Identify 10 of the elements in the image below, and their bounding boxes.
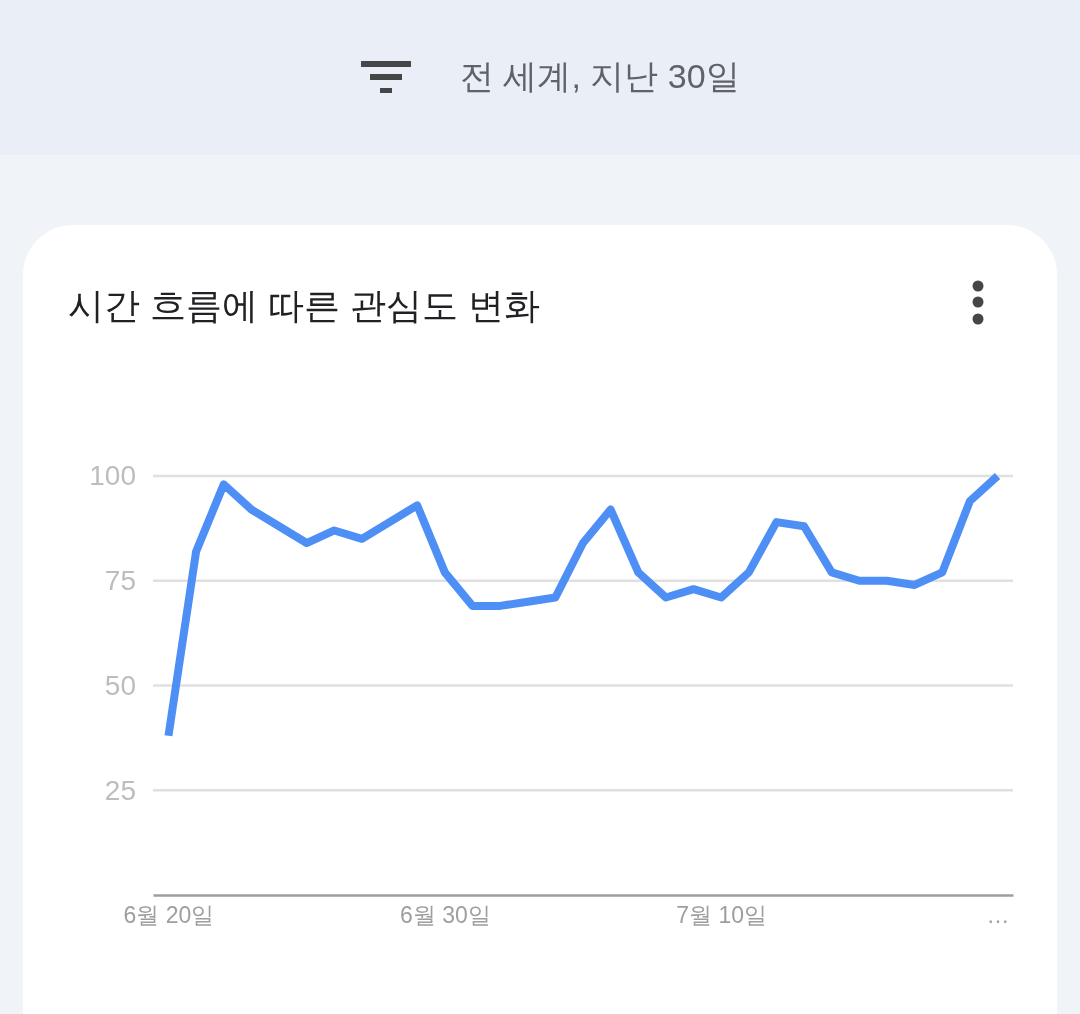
- y-tick-label: 50: [104, 669, 136, 701]
- x-tick-label: …: [986, 902, 1010, 929]
- y-tick-label: 75: [104, 565, 136, 597]
- y-tick-label: 100: [89, 460, 136, 492]
- chart-title: 시간 흐름에 따른 관심도 변화: [68, 285, 541, 326]
- x-tick-label: 6월 20일: [123, 902, 215, 929]
- y-tick-label: 25: [104, 774, 136, 806]
- chart-subtitle: 전 세계, 지난 30일: [460, 57, 740, 95]
- x-tick-label: 7월 10일: [676, 902, 768, 929]
- x-tick-label: 6월 30일: [399, 902, 491, 929]
